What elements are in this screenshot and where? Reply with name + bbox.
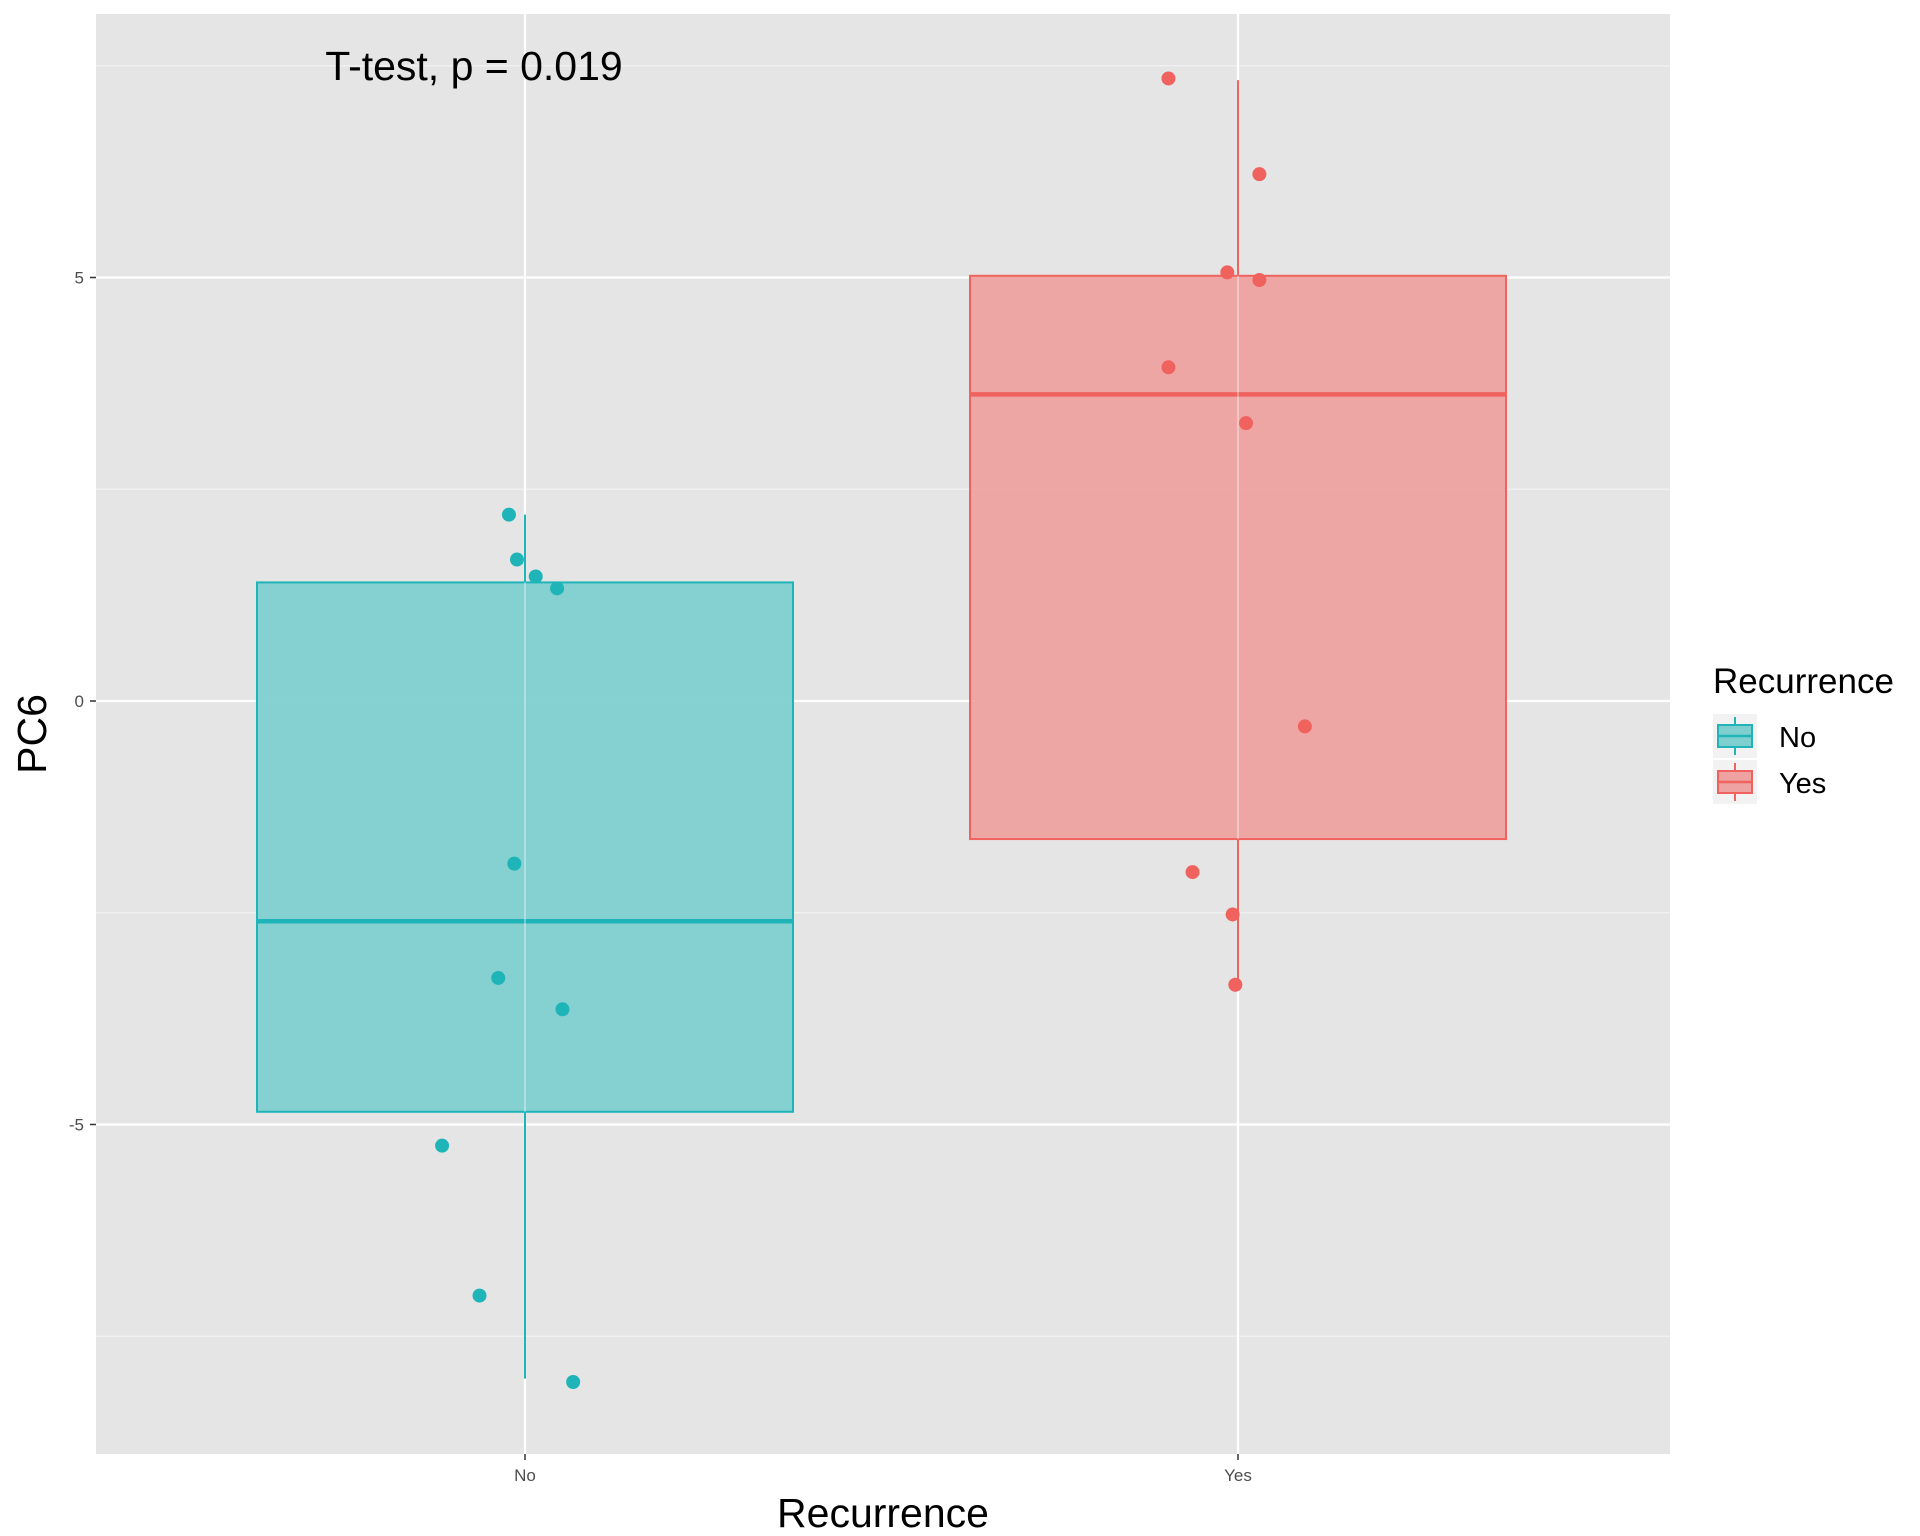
data-point (435, 1138, 450, 1153)
y-tick-label: 5 (75, 269, 84, 288)
data-point (507, 856, 522, 871)
data-point (1185, 865, 1200, 880)
x-axis-title: Recurrence (777, 1490, 989, 1536)
data-point (1228, 977, 1243, 992)
legend-item-label: No (1779, 722, 1816, 754)
data-point (528, 569, 543, 584)
boxplots (256, 80, 1507, 1379)
y-axis-ticks: -5 0 5 (69, 269, 96, 1135)
legend: Recurrence No Yes (1713, 662, 1894, 804)
data-point (1252, 167, 1267, 182)
data-point (1220, 265, 1235, 280)
legend-title: Recurrence (1713, 662, 1894, 701)
data-point (491, 970, 506, 985)
data-point (1161, 71, 1176, 86)
data-point (1239, 416, 1254, 431)
x-tick-label: No (514, 1466, 536, 1485)
data-point (1225, 907, 1240, 922)
data-point (1252, 273, 1267, 288)
x-tick-label: Yes (1224, 1466, 1252, 1485)
box-iqr (256, 581, 794, 1113)
data-point (501, 507, 516, 522)
data-point (1297, 719, 1312, 734)
t-test-annotation: T-test, p = 0.019 (325, 43, 622, 89)
legend-item-label: Yes (1779, 768, 1826, 800)
data-point (566, 1374, 581, 1389)
data-point (550, 581, 565, 596)
x-axis-ticks: No Yes (514, 1454, 1252, 1485)
y-axis-title: PC6 (9, 694, 55, 774)
data-point (509, 552, 524, 567)
data-point (472, 1288, 487, 1303)
data-point (555, 1002, 570, 1017)
y-tick-label: -5 (69, 1116, 84, 1135)
data-point (1161, 360, 1176, 375)
box-iqr (969, 274, 1507, 841)
y-tick-label: 0 (75, 692, 84, 711)
jitter-points (435, 71, 1312, 1389)
